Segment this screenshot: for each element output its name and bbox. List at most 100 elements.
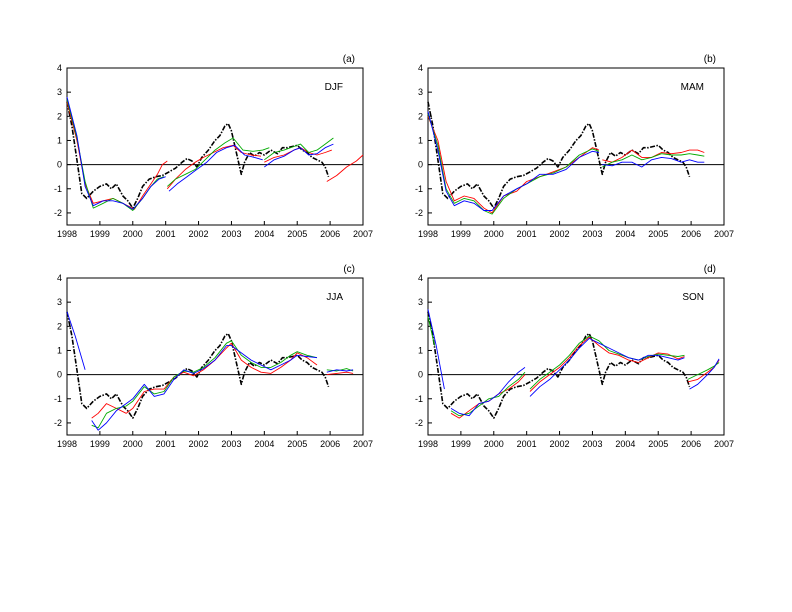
season-label: JJA	[326, 292, 343, 303]
series-line-forecast-2	[91, 342, 318, 419]
x-tick-label: 1999	[451, 439, 471, 449]
y-tick-label: -1	[54, 394, 62, 404]
series-line-forecast-8	[264, 137, 334, 161]
series-line-forecast-1	[427, 309, 445, 390]
y-tick-label: 1	[418, 135, 423, 145]
series-line-forecast-5	[326, 371, 354, 376]
x-tick-label: 1999	[90, 439, 110, 449]
x-tick-label: 2007	[714, 229, 734, 239]
series-line-forecast-3	[427, 111, 600, 211]
series-line-forecast-7	[529, 335, 685, 390]
y-tick-label: -2	[415, 418, 423, 428]
series-line-forecast-6	[602, 156, 705, 168]
x-tick-label: 2000	[484, 439, 504, 449]
series-line-forecast-4	[602, 149, 705, 163]
x-tick-label: 2004	[254, 439, 274, 449]
x-tick-label: 2005	[287, 439, 307, 449]
y-tick-label: 0	[418, 370, 423, 380]
x-tick-label: 2001	[156, 229, 176, 239]
y-tick-label: 3	[418, 297, 423, 307]
y-tick-label: 2	[57, 111, 62, 121]
y-tick-label: -1	[415, 394, 423, 404]
series-line-forecast-2	[427, 113, 600, 215]
series-line-forecast-4	[166, 144, 262, 190]
series-line-forecast-3	[66, 96, 166, 210]
plot-frame	[66, 67, 364, 226]
y-tick-label: -1	[415, 184, 423, 194]
x-tick-label: 1998	[418, 439, 438, 449]
series-line-forecast-11	[689, 358, 720, 390]
x-tick-label: 2006	[320, 229, 340, 239]
series-line-forecast-4	[450, 371, 526, 417]
series-line-forecast-9	[264, 143, 334, 168]
x-tick-label: 2006	[681, 229, 701, 239]
x-tick-label: 2005	[287, 229, 307, 239]
y-tick-label: 3	[57, 297, 62, 307]
y-tick-label: -2	[415, 208, 423, 218]
x-tick-label: 2004	[615, 229, 635, 239]
series-line-forecast-7	[326, 369, 354, 373]
x-tick-label: 2003	[582, 229, 602, 239]
x-tick-label: 2002	[550, 229, 570, 239]
x-tick-label: 2005	[648, 229, 668, 239]
series-line-forecast-1	[66, 311, 86, 370]
series-line-observed-0	[427, 101, 691, 209]
x-tick-label: 2004	[615, 439, 635, 449]
x-tick-label: 1998	[57, 229, 77, 239]
x-tick-label: 2000	[123, 439, 143, 449]
series-line-forecast-5	[602, 153, 705, 168]
chart-panel-b: 1998 1999 2000 2001 2002 2003 2004 2005 2006 2007…	[415, 54, 734, 239]
y-tick-label: 1	[57, 345, 62, 355]
chart-panel-a: 1998 1999 2000 2001 2002 2003 2004 2005 2006 2007…	[54, 54, 373, 239]
y-tick-label: -2	[54, 418, 62, 428]
plot-frame	[427, 277, 725, 436]
y-tick-label: 4	[418, 273, 423, 283]
x-tick-label: 2002	[189, 439, 209, 449]
series-line-forecast-6	[168, 144, 263, 192]
y-tick-label: 0	[418, 160, 423, 170]
x-tick-label: 2001	[156, 439, 176, 449]
x-tick-label: 2007	[353, 229, 373, 239]
x-tick-label: 2007	[714, 439, 734, 449]
panel-label: (d)	[704, 264, 716, 275]
plot-frame	[66, 277, 364, 436]
x-tick-label: 2002	[550, 439, 570, 449]
panel-label: (c)	[343, 264, 355, 275]
x-tick-label: 2003	[582, 439, 602, 449]
x-tick-label: 2001	[517, 439, 537, 449]
series-line-observed-0	[427, 311, 691, 419]
series-line-forecast-2	[427, 316, 436, 346]
season-label: DJF	[325, 82, 343, 93]
chart-panel-c: 1998 1999 2000 2001 2002 2003 2004 2005 2006 2007…	[54, 264, 373, 449]
y-tick-label: 4	[418, 63, 423, 73]
y-tick-label: 2	[418, 321, 423, 331]
y-tick-label: -2	[54, 208, 62, 218]
x-tick-label: 2002	[189, 229, 209, 239]
x-tick-label: 2000	[484, 229, 504, 239]
x-tick-label: 2004	[254, 229, 274, 239]
panel-label: (b)	[704, 54, 716, 65]
x-tick-label: 1998	[418, 229, 438, 239]
series-line-forecast-6	[529, 336, 685, 392]
y-tick-label: 4	[57, 273, 62, 283]
y-tick-label: 3	[57, 87, 62, 97]
y-tick-label: 1	[418, 345, 423, 355]
series-line-forecast-10	[326, 154, 364, 182]
x-tick-label: 2007	[353, 439, 373, 449]
y-tick-label: 4	[57, 63, 62, 73]
series-line-forecast-5	[450, 367, 526, 417]
season-label: SON	[682, 292, 704, 303]
series-line-forecast-10	[687, 362, 720, 380]
series-line-forecast-6	[326, 368, 354, 372]
season-label: MAM	[681, 82, 704, 93]
series-line-observed-0	[66, 101, 330, 209]
x-tick-label: 2000	[123, 229, 143, 239]
y-tick-label: 1	[57, 135, 62, 145]
series-line-observed-0	[66, 311, 330, 419]
series-line-forecast-4	[91, 345, 318, 431]
x-tick-label: 2003	[221, 439, 241, 449]
series-line-forecast-3	[91, 340, 318, 429]
x-tick-label: 1998	[57, 439, 77, 449]
y-tick-label: 0	[57, 160, 62, 170]
